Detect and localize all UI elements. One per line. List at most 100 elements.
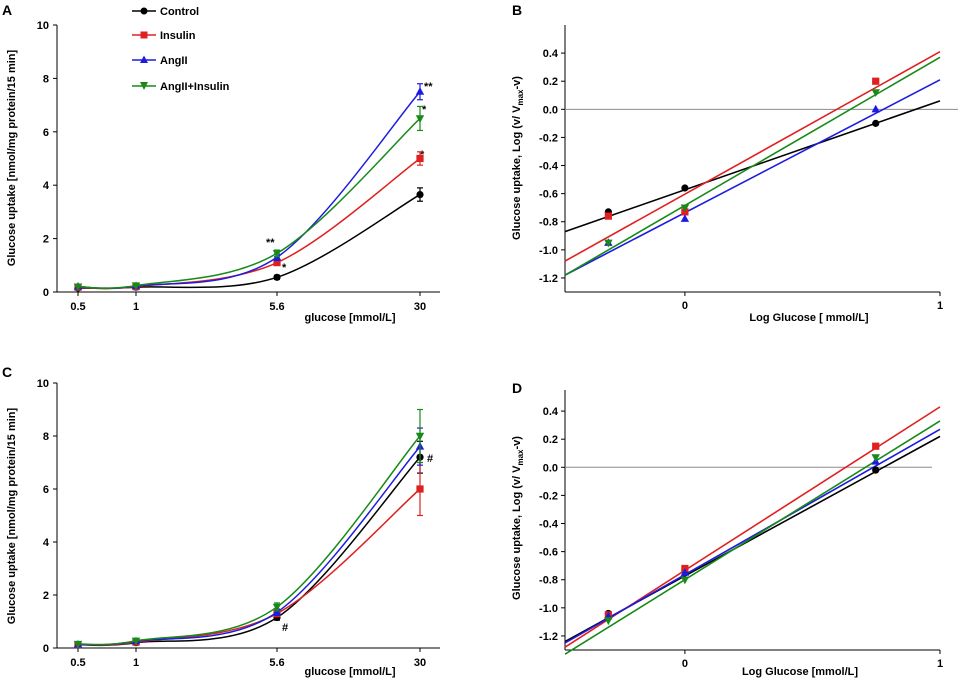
panel-a-point-angii-insulin — [73, 283, 83, 292]
panel-b-y-label: Glucose uptake, Log (v/ Vmax-v) — [511, 76, 525, 240]
panel-label-b: B — [512, 2, 522, 18]
panel-d-y-tick-label: -0.2 — [539, 490, 558, 502]
panel-c-point-angii-insulin — [131, 637, 141, 646]
panel-d-x-tick-label: 0 — [682, 658, 688, 670]
panel-a-point-insulin — [273, 259, 281, 267]
panel-c-y-tick-label: 10 — [37, 378, 49, 390]
panel-d-point-angii-insulin — [604, 617, 613, 626]
panel-a-series-line-insulin — [77, 157, 421, 290]
panel-b-y-label-end: -v) — [511, 76, 523, 90]
panel-c-series-line-angii-insulin — [77, 435, 421, 646]
panel-d-fit-line-angii-insulin — [564, 420, 941, 655]
panel-c-x-tick-label: 0.5 — [70, 657, 85, 669]
panel-a-y-tick-label: 6 — [43, 127, 49, 139]
panel-c-point-insulin — [416, 485, 424, 493]
panel-c-point-angii-insulin — [272, 603, 282, 612]
panel-a-y-tick-label: 0 — [43, 287, 49, 299]
panel-b-point-control — [872, 119, 880, 127]
legend-marker-insulin — [140, 31, 148, 39]
panel-c-x-tick-label: 5.6 — [269, 657, 284, 669]
panel-a-point-angii — [415, 87, 425, 95]
panel-d-point-control — [872, 466, 880, 474]
annotation-angii-5-6: ** — [266, 237, 275, 249]
panel-b-y-tick-label: -1.0 — [539, 245, 558, 257]
panel-d-x-tick-label: 1 — [937, 658, 943, 670]
annotation-control-5-6: * — [282, 262, 287, 274]
legend-label-control: Control — [160, 6, 199, 18]
panel-c-x-tick-label: 30 — [414, 657, 426, 669]
legend: Control Insulin AngII AngII+Insulin — [132, 6, 230, 93]
panel-c-point-angii-insulin — [73, 640, 83, 649]
panel-a-x-tick-label: 0.5 — [70, 301, 85, 313]
panel-b-y-tick-label: 0.0 — [543, 104, 558, 116]
annotation-control-5-6: # — [282, 622, 288, 634]
panel-b-point-angii-insulin — [680, 204, 690, 213]
panel-c-series-line-control — [77, 456, 421, 647]
panel-b-y-tick-label: -0.6 — [539, 189, 558, 201]
panel-a-series-line-angii — [77, 91, 421, 290]
panel-b-point-angii-insulin — [604, 239, 613, 248]
annotation-control-30: # — [427, 453, 433, 465]
legend-marker-angii — [140, 55, 148, 63]
panel-a-y-tick-label: 2 — [43, 234, 49, 246]
panel-a-series-line-control — [77, 193, 421, 289]
panel-c-point-angii-insulin — [415, 432, 425, 441]
legend-marker-control — [140, 7, 148, 15]
panel-a-point-angii-insulin — [131, 282, 141, 291]
panel-b-x-tick-label: 1 — [937, 300, 943, 312]
annotation-combo-30: * — [422, 104, 427, 116]
panel-c-y-tick-label: 2 — [43, 590, 49, 602]
panel-b-point-angii — [680, 214, 690, 222]
panel-d-y-tick-label: -0.8 — [539, 575, 558, 587]
panel-label-c: C — [2, 364, 12, 380]
panel-a-x-label: glucose [mmol/L] — [304, 312, 395, 324]
panel-b-fit-line-insulin — [564, 51, 941, 262]
panel-b-point-angii-insulin — [871, 89, 880, 98]
panel-b-y-tick-label: 0.4 — [543, 48, 559, 60]
panel-b-fit-line-angii — [564, 79, 941, 276]
panel-d: Glucose uptake, Log (v/ Vmax-v) Log Gluc… — [511, 390, 940, 678]
panel-b-x-label: Log Glucose [ mmol/L] — [749, 312, 869, 324]
panel-a-series-line-angii-insulin — [77, 117, 421, 290]
annotation-angii-30: ** — [424, 81, 433, 93]
panel-a-point-control — [273, 273, 281, 281]
panel-c-y-tick-label: 0 — [43, 643, 49, 655]
panel-c-y-tick-label: 8 — [43, 431, 49, 443]
panel-d-point-angii — [680, 568, 690, 576]
panel-c: Glucose uptake [nmol/mg protein/15 min] … — [6, 383, 440, 678]
panel-a-point-angii-insulin — [272, 250, 282, 258]
panel-d-y-tick-label: 0.0 — [543, 462, 558, 474]
panel-c-y-label: Glucose uptake [nmol/mg protein/15 min] — [6, 407, 18, 624]
legend-label-angii: AngII — [160, 55, 188, 67]
panel-label-a: A — [2, 2, 12, 18]
panel-a-x-tick-label: 1 — [133, 301, 139, 313]
panel-a-point-insulin — [416, 154, 424, 163]
panel-b-point-control — [681, 184, 689, 192]
panel-d-y-label: Glucose uptake, Log (v/ Vmax-v) — [511, 436, 525, 600]
panel-d-y-tick-label: -1.0 — [539, 603, 558, 615]
panel-a-y-tick-label: 10 — [37, 20, 49, 32]
panel-d-y-label-main: Glucose uptake, Log (v/ V — [511, 465, 523, 600]
panel-b-y-tick-label: -1.2 — [539, 273, 558, 285]
panel-d-fit-line-angii — [564, 428, 941, 644]
panel-c-y-tick-label: 6 — [43, 484, 49, 496]
panel-b-y-label-sub: max — [516, 89, 525, 106]
panel-label-d: D — [512, 380, 522, 396]
panel-b-point-angii — [871, 104, 880, 113]
panel-a-point-angii-insulin — [415, 115, 425, 124]
panel-d-x-label: Log Glucose [mmol/L] — [742, 666, 858, 678]
panel-b-fit-line-angii-insulin — [564, 56, 941, 276]
legend-marker-angii-insulin — [140, 82, 148, 90]
legend-label-angii-insulin: AngII+Insulin — [160, 81, 230, 93]
panel-a-y-tick-label: 4 — [43, 180, 50, 192]
panel-b-y-label-main: Glucose uptake, Log (v/ V — [511, 105, 523, 240]
panel-a-y-tick-label: 8 — [43, 73, 49, 85]
panel-d-y-label-end: -v) — [511, 436, 523, 450]
legend-label-insulin: Insulin — [160, 30, 196, 42]
panel-d-point-angii-insulin — [680, 576, 690, 585]
panel-c-x-tick-label: 1 — [133, 657, 139, 669]
panel-c-y-tick-label: 4 — [43, 537, 50, 549]
panel-d-point-angii-insulin — [871, 454, 880, 463]
